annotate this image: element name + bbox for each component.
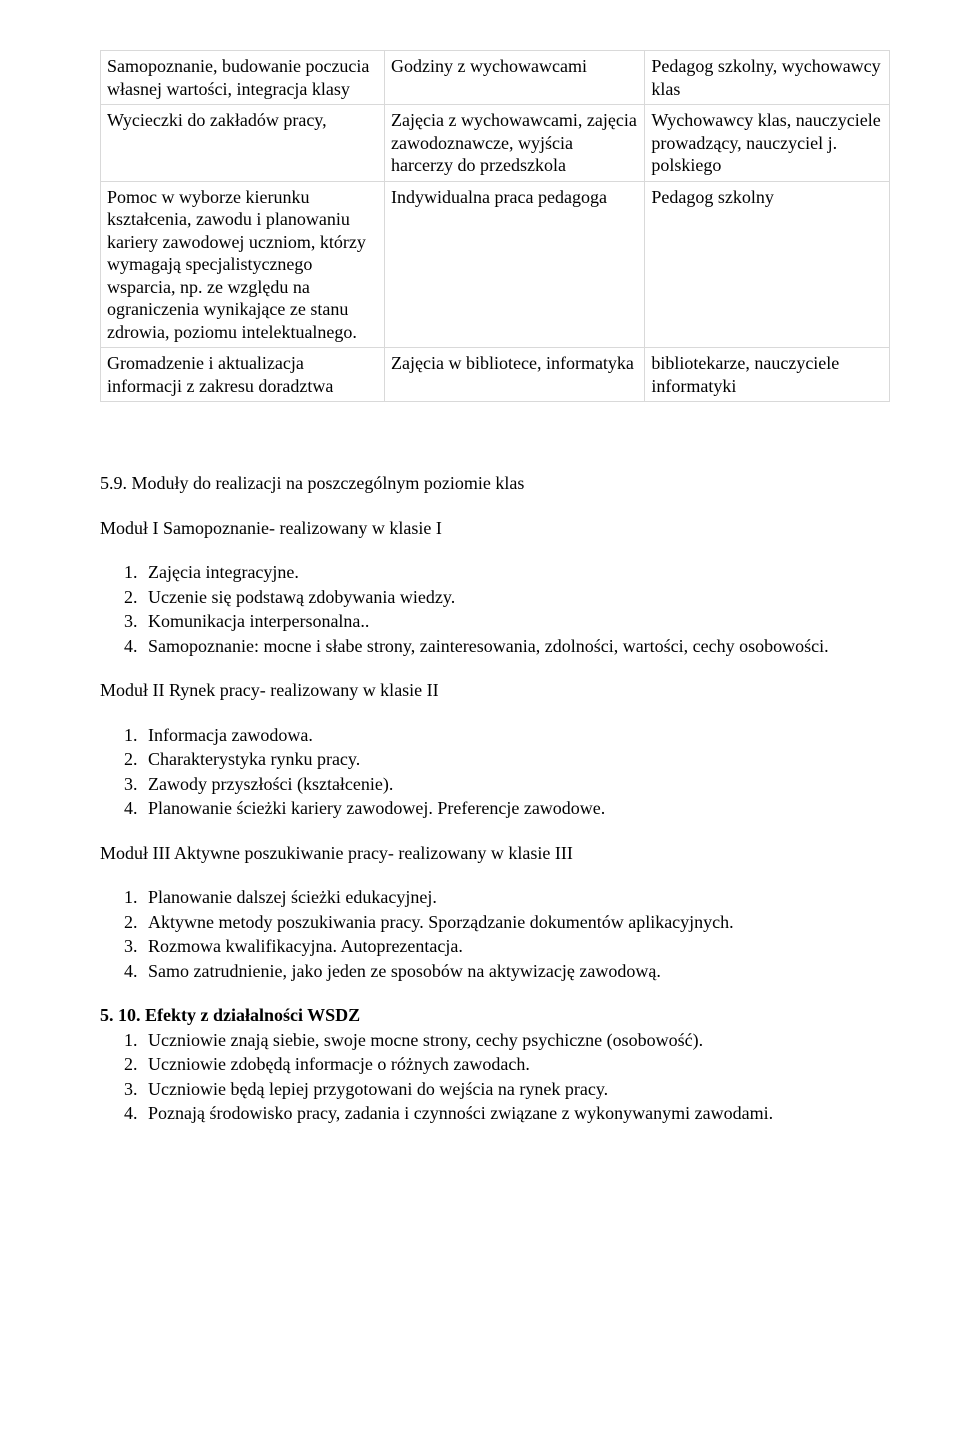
- activities-table: Samopoznanie, budowanie poczucia własnej…: [100, 50, 890, 402]
- table-row: Wycieczki do zakładów pracy, Zajęcia z w…: [101, 105, 890, 182]
- section-510-title: 5. 10. Efekty z działalności WSDZ: [100, 1004, 890, 1027]
- cell-responsible: bibliotekarze, nauczyciele informatyki: [645, 348, 890, 402]
- section-59-title: 5.9. Moduły do realizacji na poszczególn…: [100, 472, 890, 495]
- cell-form: Zajęcia z wychowawcami, zajęcia zawodozn…: [385, 105, 645, 182]
- cell-activity: Gromadzenie i aktualizacja informacji z …: [101, 348, 385, 402]
- cell-responsible: Pedagog szkolny, wychowawcy klas: [645, 51, 890, 105]
- section-510-list: Uczniowie znają siebie, swoje mocne stro…: [100, 1029, 890, 1125]
- table-row: Samopoznanie, budowanie poczucia własnej…: [101, 51, 890, 105]
- list-item: Poznają środowisko pracy, zadania i czyn…: [142, 1102, 890, 1125]
- module-1-title: Moduł I Samopoznanie- realizowany w klas…: [100, 517, 890, 540]
- module-3-list: Planowanie dalszej ścieżki edukacyjnej. …: [100, 886, 890, 982]
- module-1-list: Zajęcia integracyjne. Uczenie się podsta…: [100, 561, 890, 657]
- cell-form: Zajęcia w bibliotece, informatyka: [385, 348, 645, 402]
- cell-form: Godziny z wychowawcami: [385, 51, 645, 105]
- cell-responsible: Pedagog szkolny: [645, 181, 890, 348]
- list-item: Uczniowie zdobędą informacje o różnych z…: [142, 1053, 890, 1076]
- list-item: Informacja zawodowa.: [142, 724, 890, 747]
- list-item: Uczniowie znają siebie, swoje mocne stro…: [142, 1029, 890, 1052]
- list-item: Planowanie ścieżki kariery zawodowej. Pr…: [142, 797, 890, 820]
- list-item: Zajęcia integracyjne.: [142, 561, 890, 584]
- module-2-list: Informacja zawodowa. Charakterystyka ryn…: [100, 724, 890, 820]
- table-row: Gromadzenie i aktualizacja informacji z …: [101, 348, 890, 402]
- cell-activity: Samopoznanie, budowanie poczucia własnej…: [101, 51, 385, 105]
- cell-form: Indywidualna praca pedagoga: [385, 181, 645, 348]
- list-item: Charakterystyka rynku pracy.: [142, 748, 890, 771]
- list-item: Aktywne metody poszukiwania pracy. Sporz…: [142, 911, 890, 934]
- list-item: Samo zatrudnienie, jako jeden ze sposobó…: [142, 960, 890, 983]
- list-item: Rozmowa kwalifikacyjna. Autoprezentacja.: [142, 935, 890, 958]
- module-3-title: Moduł III Aktywne poszukiwanie pracy- re…: [100, 842, 890, 865]
- table-row: Pomoc w wyborze kierunku kształcenia, za…: [101, 181, 890, 348]
- cell-responsible: Wychowawcy klas, nauczyciele prowadzący,…: [645, 105, 890, 182]
- list-item: Samopoznanie: mocne i słabe strony, zain…: [142, 635, 890, 658]
- module-2-title: Moduł II Rynek pracy- realizowany w klas…: [100, 679, 890, 702]
- cell-activity: Pomoc w wyborze kierunku kształcenia, za…: [101, 181, 385, 348]
- list-item: Komunikacja interpersonalna..: [142, 610, 890, 633]
- list-item: Uczniowie będą lepiej przygotowani do we…: [142, 1078, 890, 1101]
- cell-activity: Wycieczki do zakładów pracy,: [101, 105, 385, 182]
- list-item: Uczenie się podstawą zdobywania wiedzy.: [142, 586, 890, 609]
- list-item: Zawody przyszłości (kształcenie).: [142, 773, 890, 796]
- list-item: Planowanie dalszej ścieżki edukacyjnej.: [142, 886, 890, 909]
